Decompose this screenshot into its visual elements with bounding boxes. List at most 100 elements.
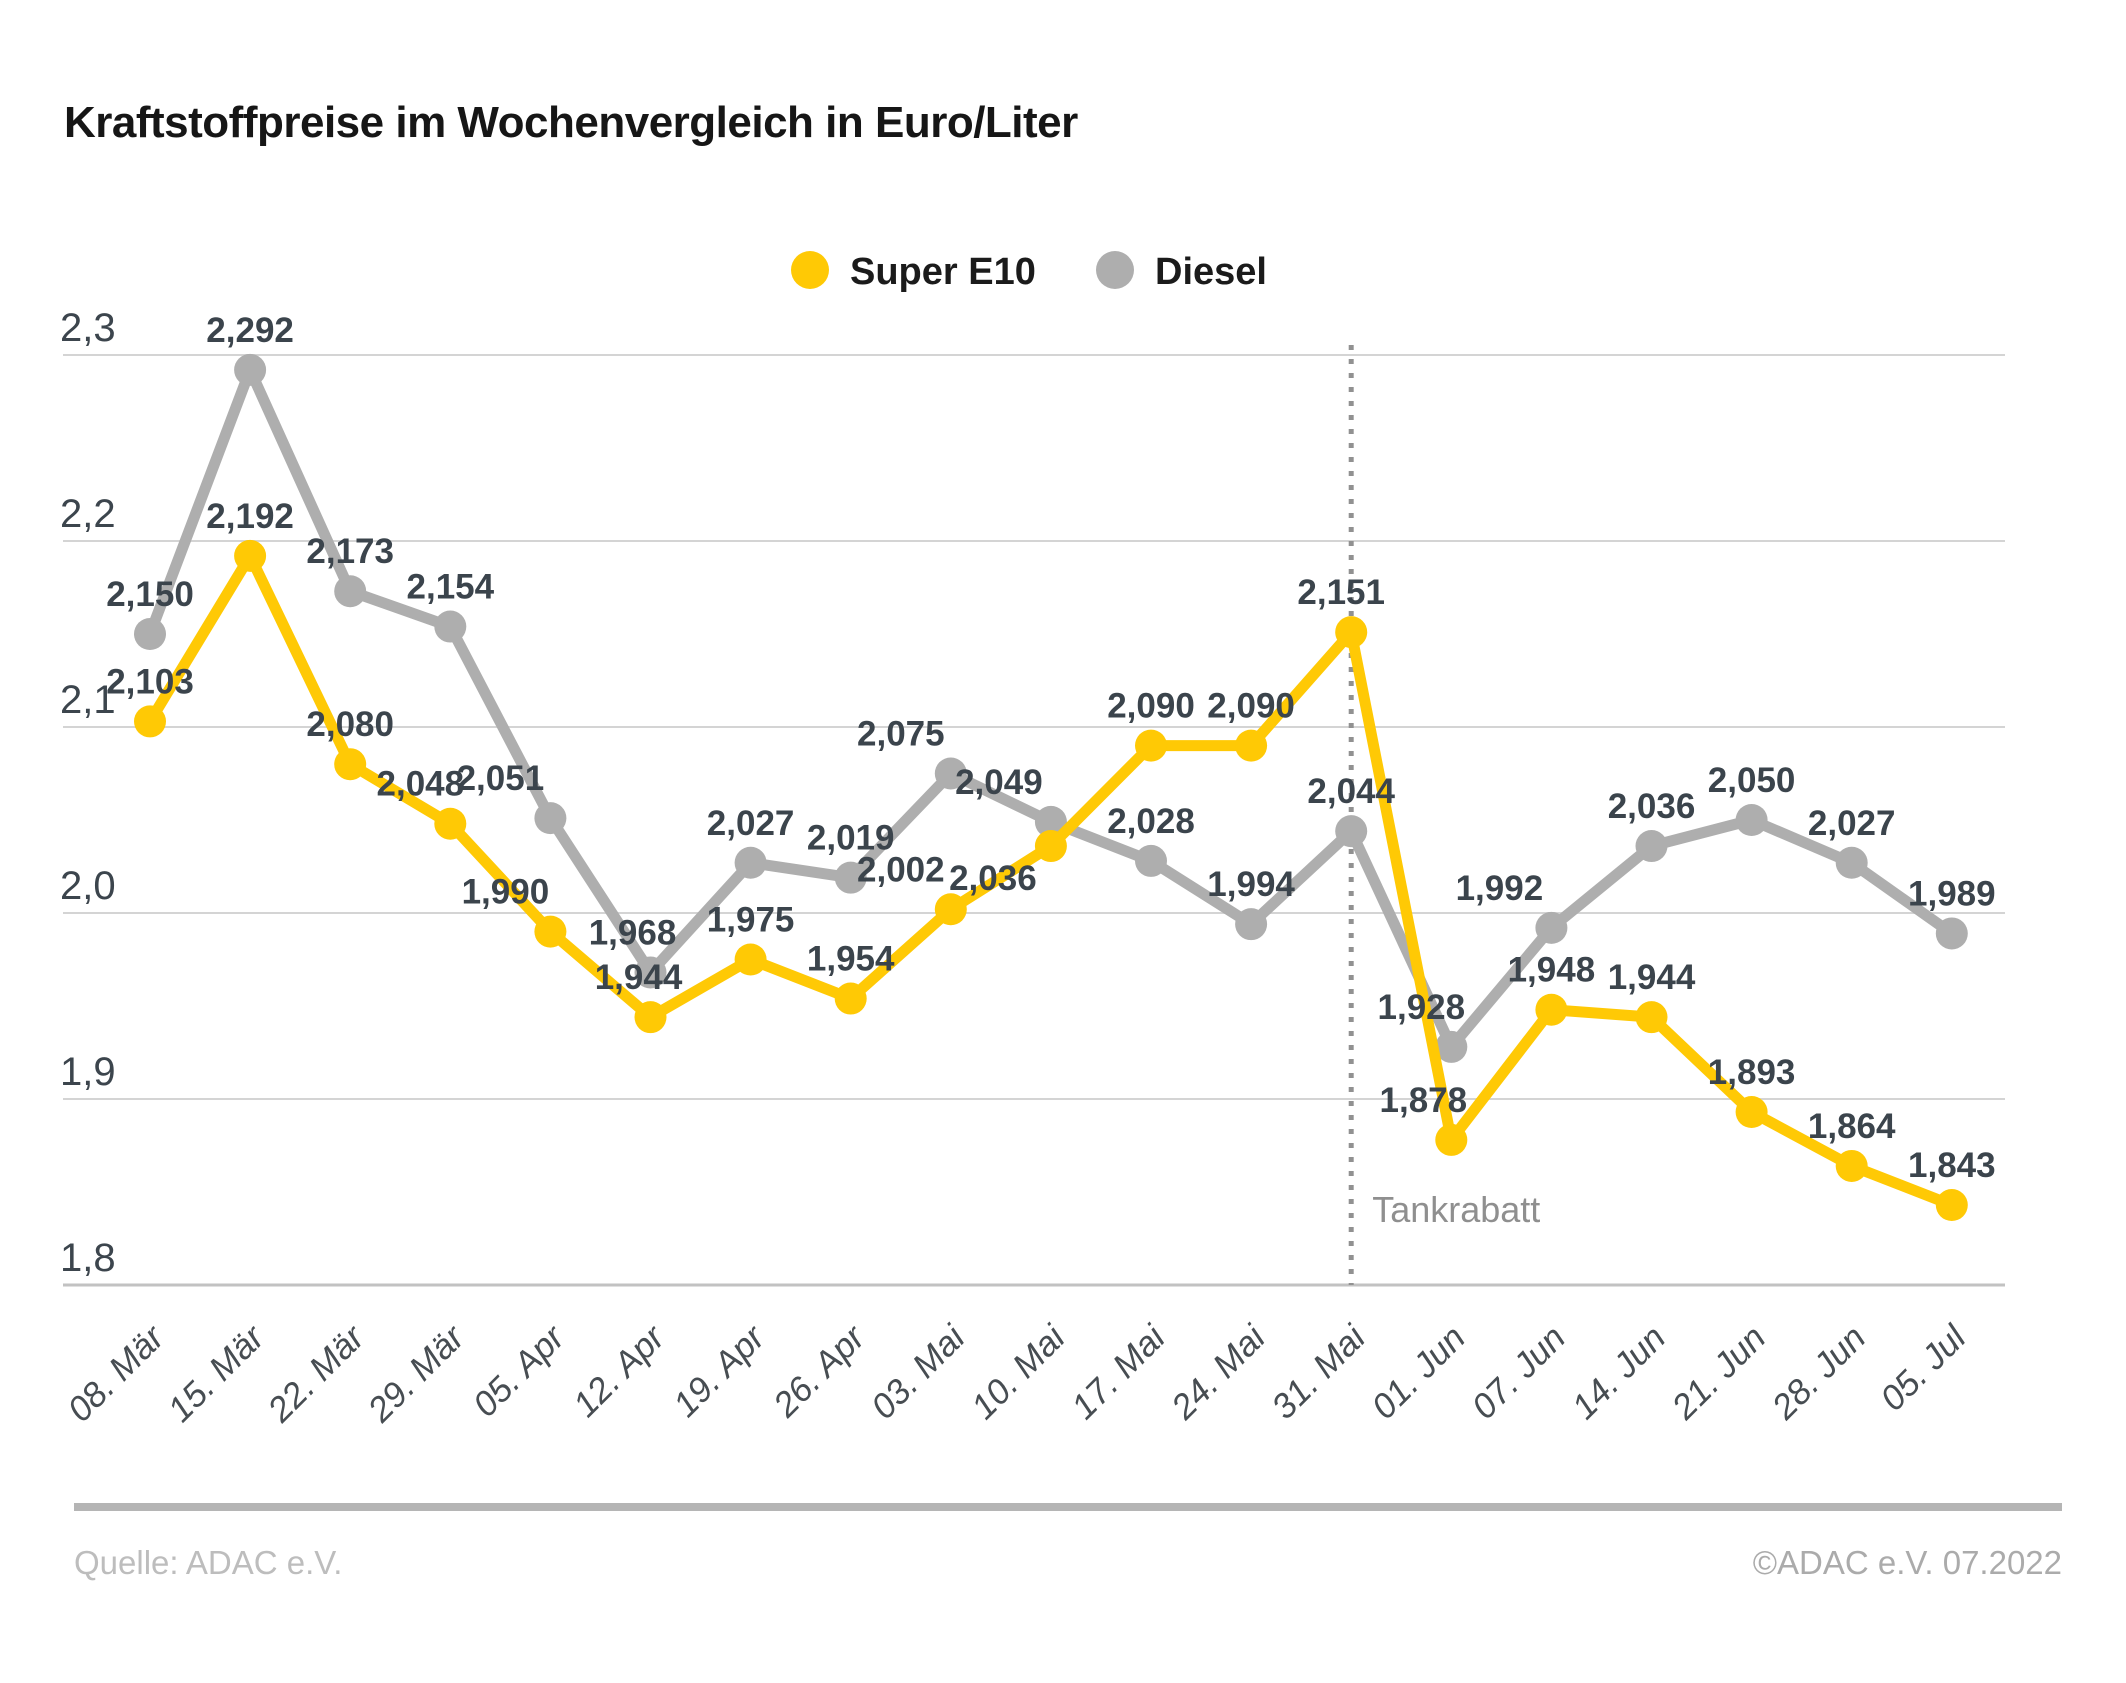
y-axis-label: 2,0 — [60, 864, 116, 908]
super-e10-point — [234, 539, 267, 572]
diesel-value-label: 2,027 — [707, 804, 795, 843]
legend-label-diesel: Diesel — [1155, 251, 1267, 293]
super-e10-value-label: 2,002 — [857, 850, 945, 889]
diesel-value-label: 1,968 — [589, 914, 677, 953]
diesel-point — [1435, 1030, 1468, 1063]
diesel-point — [1034, 805, 1067, 838]
super-e10-value-label: 2,048 — [377, 765, 465, 804]
y-axis-label: 2,2 — [60, 492, 116, 536]
x-axis-label: 05. Jul — [1873, 1317, 1974, 1418]
diesel-point — [334, 575, 367, 608]
diesel-point — [634, 956, 667, 989]
super-e10-value-label: 1,944 — [1608, 958, 1696, 997]
diesel-value-label: 2,027 — [1808, 804, 1896, 843]
super-e10-value-label: 2,192 — [206, 497, 294, 536]
super-e10-value-label: 1,893 — [1708, 1053, 1796, 1092]
super-e10-point — [134, 705, 166, 738]
x-axis-label: 29. Mär — [360, 1317, 473, 1430]
diesel-point — [434, 610, 467, 643]
super-e10-value-label: 2,080 — [306, 705, 394, 744]
super-e10-point — [434, 807, 467, 840]
super-e10-point — [934, 893, 967, 926]
x-axis-label: 22. Mär — [260, 1317, 373, 1430]
diesel-point — [1835, 846, 1868, 879]
super-e10-point — [1235, 729, 1268, 762]
copyright-text: ©ADAC e.V. 07.2022 — [1752, 1544, 2062, 1581]
super-e10-point — [1935, 1189, 1968, 1222]
super-e10-value-label: 1,948 — [1508, 951, 1596, 990]
source-text: Quelle: ADAC e.V. — [74, 1544, 343, 1581]
super-e10-point — [734, 943, 767, 976]
diesel-value-label: 2,019 — [807, 819, 895, 858]
super-e10-point — [1835, 1149, 1868, 1182]
x-axis-label: 21. Jun — [1664, 1318, 1773, 1427]
diesel-value-label: 2,150 — [106, 575, 194, 614]
diesel-value-label: 2,049 — [955, 763, 1043, 802]
diesel-point — [1335, 815, 1368, 848]
diesel-point — [934, 757, 967, 790]
diesel-point — [134, 618, 166, 650]
x-axis-label: 10. Mai — [964, 1317, 1074, 1427]
super-e10-point — [834, 982, 867, 1015]
diesel-point — [1635, 830, 1668, 863]
super-e10-point — [334, 748, 367, 781]
diesel-line — [144, 364, 1958, 1053]
diesel-value-label: 2,036 — [1608, 787, 1696, 826]
x-axis-label: 12. Apr — [566, 1317, 673, 1424]
super-e10-value-label: 1,878 — [1380, 1081, 1468, 1120]
super-e10-value-label: 1,944 — [595, 958, 683, 997]
y-axis-label: 1,9 — [60, 1050, 116, 1094]
diesel-value-label: 2,044 — [1307, 772, 1395, 811]
legend-label-super-e10: Super E10 — [850, 251, 1036, 293]
super-e10-value-label: 1,843 — [1908, 1146, 1996, 1185]
x-axis-label: 15. Mär — [160, 1317, 272, 1429]
super-e10-point — [1135, 729, 1167, 762]
super-e10-point — [1034, 830, 1067, 863]
x-axis-label: 31. Mai — [1264, 1317, 1374, 1427]
diesel-point — [1535, 911, 1568, 944]
super-e10-value-label: 2,090 — [1107, 687, 1195, 726]
super-e10-value-label: 2,103 — [106, 662, 194, 701]
tankrabatt-label: Tankrabatt — [1372, 1189, 1540, 1230]
x-axis-label: 19. Apr — [666, 1317, 773, 1424]
super-e10-value-label: 2,036 — [949, 859, 1037, 898]
diesel-value-label: 2,075 — [857, 715, 945, 754]
super-e10-value-label: 1,975 — [707, 901, 795, 940]
super-e10-line — [144, 550, 1958, 1211]
diesel-point — [234, 353, 267, 386]
super-e10-value-label: 2,090 — [1207, 687, 1295, 726]
x-axis-label: 08. Mär — [60, 1317, 172, 1429]
chart-title: Kraftstoffpreise im Wochenvergleich in E… — [64, 98, 1078, 147]
super-e10-point — [1535, 993, 1568, 1026]
diesel-point — [1235, 908, 1268, 941]
x-axis-label: 24. Mai — [1163, 1317, 1273, 1427]
diesel-value-label: 1,989 — [1908, 874, 1996, 913]
diesel-point — [1135, 844, 1167, 877]
super-e10-point — [634, 1001, 667, 1034]
x-axis-label: 17. Mai — [1064, 1317, 1174, 1427]
y-axis-label: 2,1 — [60, 678, 116, 722]
x-axis-label: 26. Apr — [765, 1317, 873, 1425]
diesel-value-label: 1,928 — [1378, 988, 1466, 1027]
super-e10-point — [534, 915, 567, 948]
y-axis-label: 1,8 — [60, 1236, 116, 1280]
legend-swatch-super-e10 — [791, 251, 829, 289]
x-axis-label: 07. Jun — [1464, 1318, 1573, 1427]
diesel-point — [834, 861, 867, 894]
footer-divider — [74, 1503, 2062, 1511]
diesel-value-label: 1,994 — [1207, 865, 1295, 904]
y-axis-label: 2,3 — [60, 306, 116, 350]
diesel-value-label: 2,292 — [206, 311, 294, 350]
diesel-point — [1735, 804, 1768, 836]
super-e10-point — [1635, 1001, 1668, 1034]
super-e10-point — [1735, 1096, 1768, 1129]
super-e10-value-label: 1,990 — [462, 873, 550, 912]
x-axis-label: 28. Jun — [1764, 1318, 1873, 1427]
diesel-value-label: 2,154 — [407, 568, 495, 607]
diesel-value-label: 2,173 — [306, 532, 394, 571]
diesel-point — [534, 802, 567, 835]
super-e10-point — [1335, 616, 1368, 649]
diesel-value-label: 1,992 — [1456, 869, 1544, 908]
